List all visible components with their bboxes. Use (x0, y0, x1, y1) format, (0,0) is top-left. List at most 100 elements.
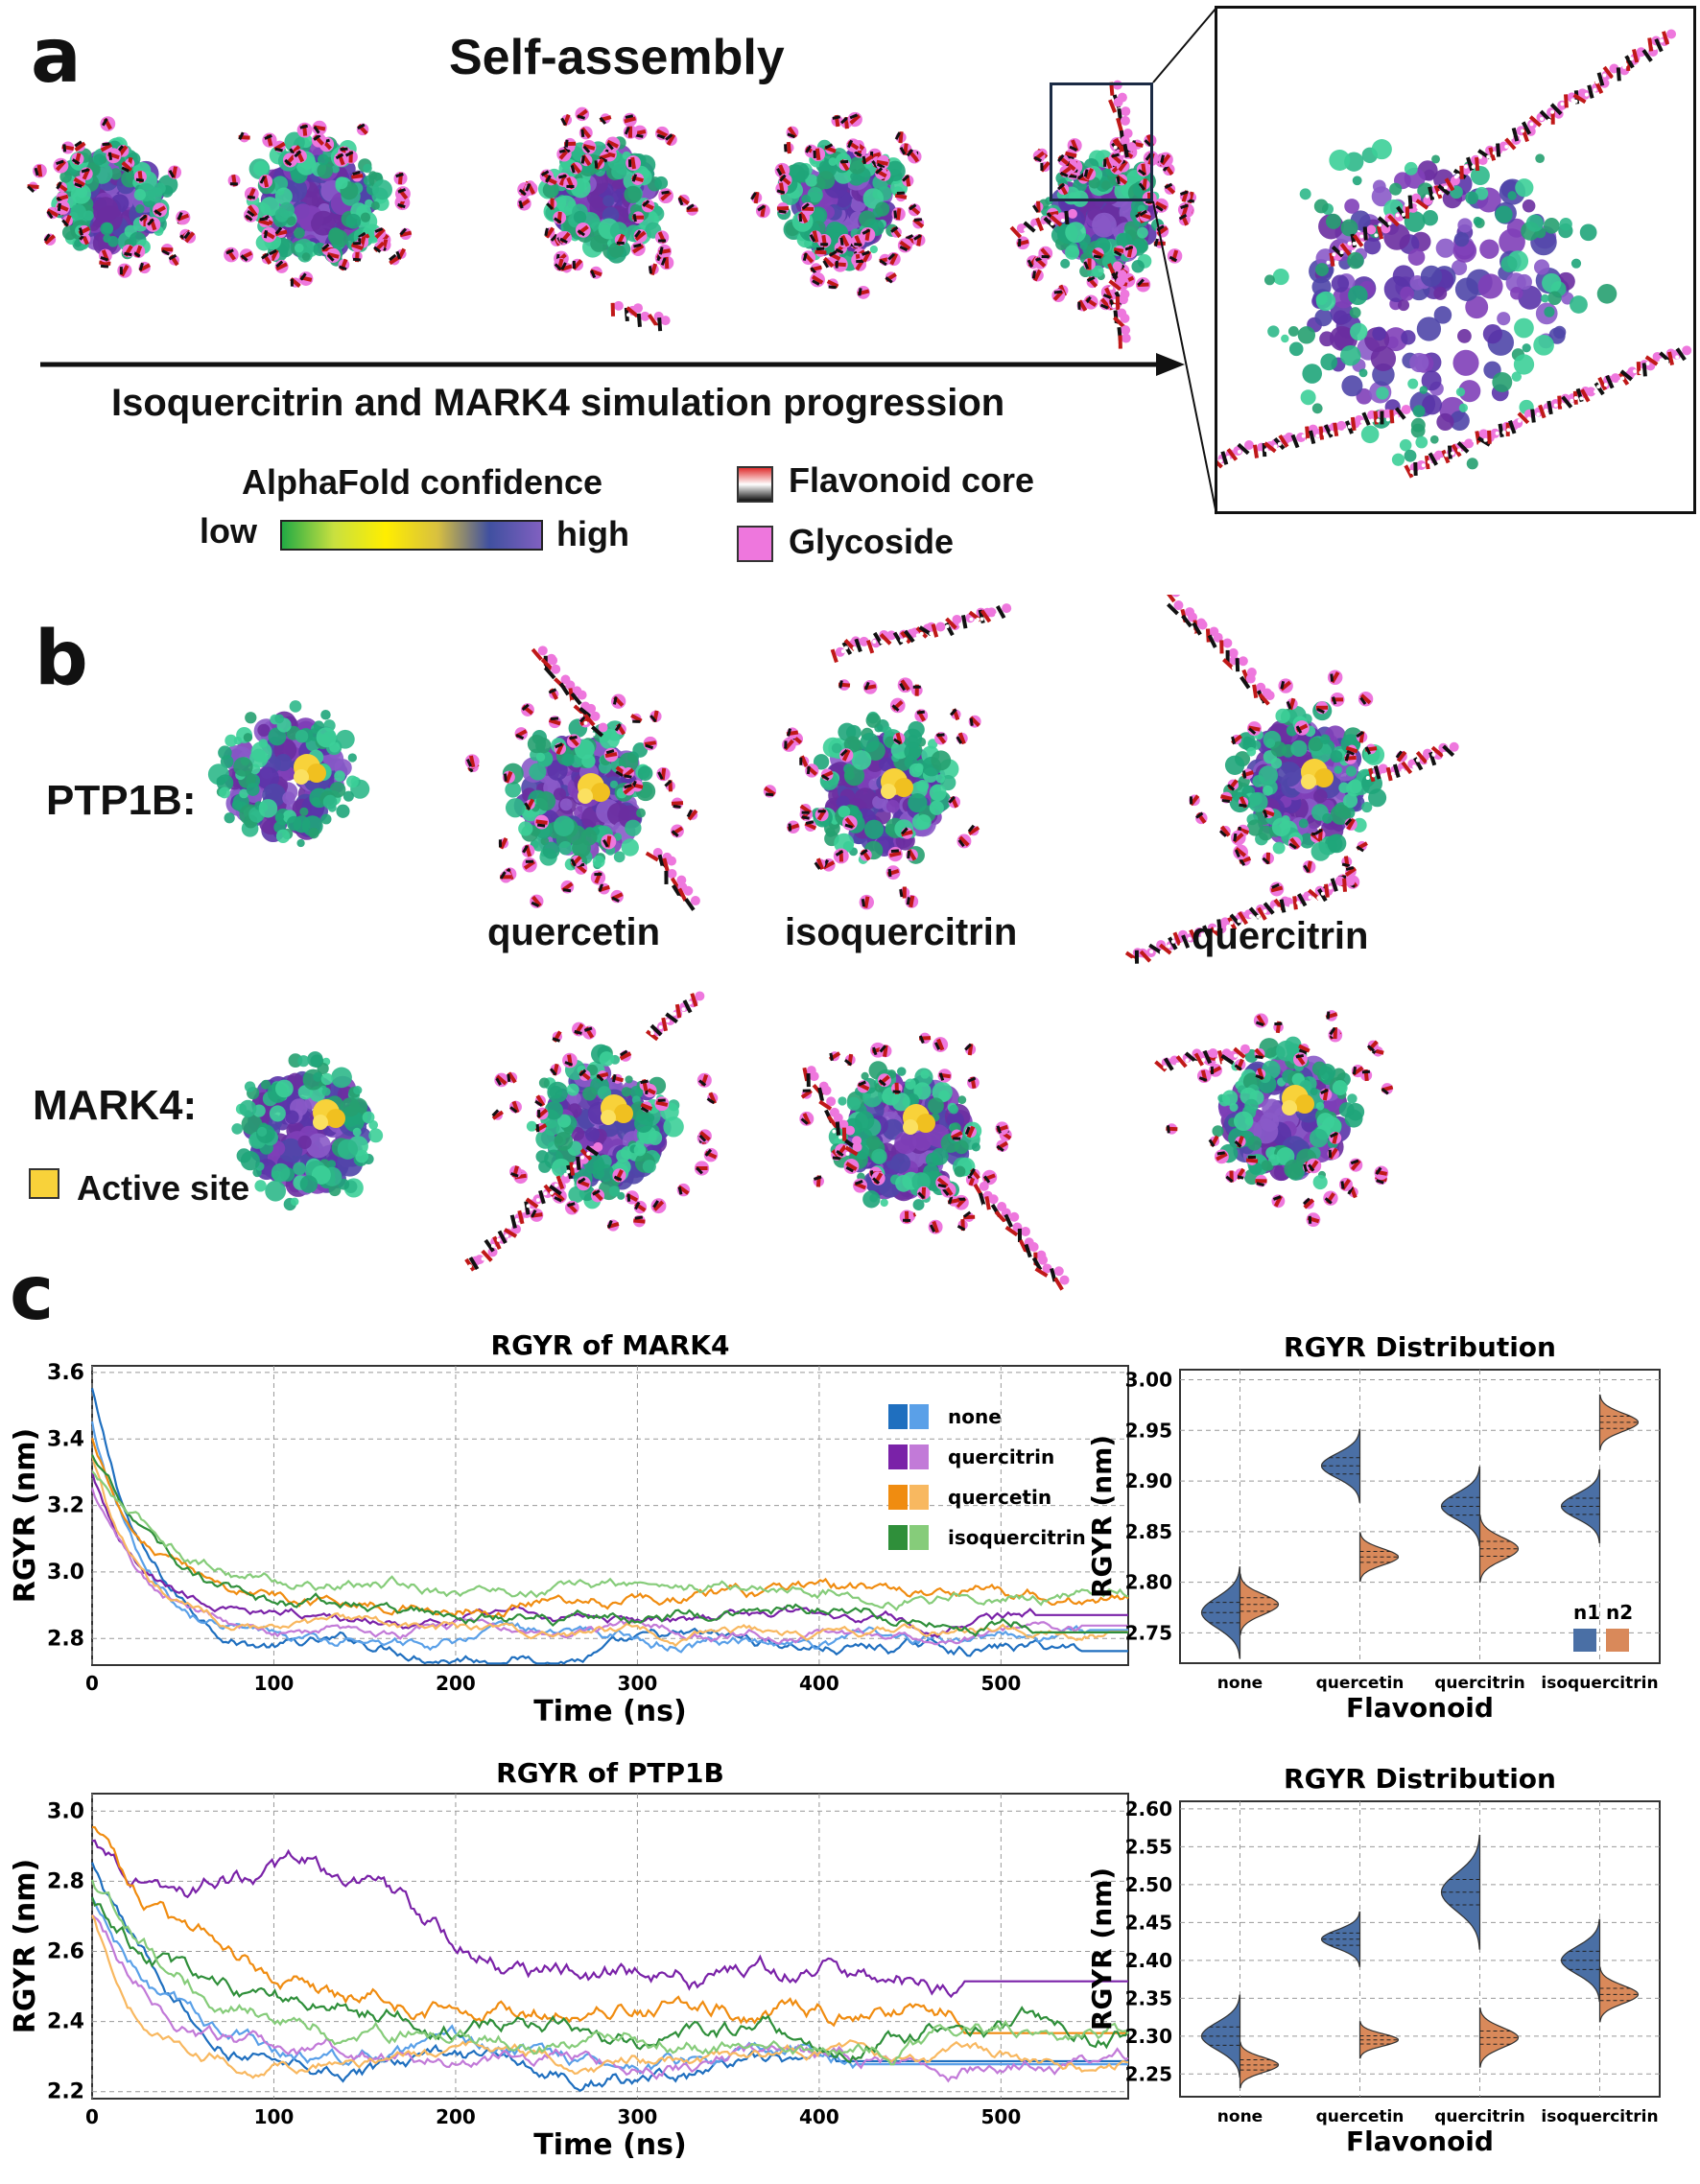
dist_mark4-category-isoquercitrin: isoquercitrin (1541, 1674, 1658, 1693)
dist_ptp1b-violin-quercitrin-n2 (1478, 2008, 1520, 2068)
dist_ptp1b-ytick-label: 2.40 (1125, 1949, 1172, 1972)
dist_ptp1b-ytick-label: 2.50 (1125, 1873, 1172, 1896)
legend-swatch-isoquercitrin-n2 (909, 1525, 929, 1550)
colorbar-title: AlphaFold confidence (242, 462, 603, 502)
mark4-line-chart: 0 100 200 300 400 500 2.8 3.0 3.2 3.4 3.6 RGYR of M… (9, 1329, 1129, 1728)
mark4-xtick-label: 200 (436, 1672, 476, 1695)
mark4-series-quercetin-n2 (90, 1454, 1128, 1648)
complex-3-strand (828, 603, 1012, 664)
complex-6-ligands (491, 1022, 719, 1232)
mark4-ytick-label: 3.2 (47, 1494, 84, 1518)
panel-a-title: Self-assembly (449, 30, 785, 85)
dist_ptp1b-violin-quercitrin-n1 (1440, 1834, 1481, 1950)
dist_ptp1b-ytick-label: 2.30 (1125, 2025, 1172, 2048)
snapshot-1-ligands (27, 116, 197, 278)
snapshot-2-ligands (224, 120, 413, 288)
confidence-colorbar (280, 520, 543, 551)
mark4-ytick-label: 2.8 (47, 1627, 84, 1651)
dist_ptp1b-ytick-label: 2.60 (1125, 1797, 1172, 1820)
mark4-xtick-label: 0 (85, 1672, 99, 1695)
legend-flavonoid-label: Flavonoid core (789, 460, 1035, 500)
legend-glycoside-swatch (737, 526, 773, 562)
panel-c-label: c (10, 1251, 55, 1337)
legend-swatch-quercitrin-n2 (909, 1444, 929, 1469)
snapshot-2-protein (246, 131, 392, 267)
legend-swatch-quercetin-n1 (888, 1485, 908, 1510)
dist_ptp1b-ytick-label: 2.35 (1125, 1986, 1172, 2009)
dist_ptp1b-category-none: none (1217, 2107, 1263, 2126)
legend-glycoside-label: Glycoside (789, 522, 955, 561)
legend-label-none: none (948, 1405, 1002, 1428)
panel-a-label: a (31, 13, 82, 100)
complex-2-ligands (464, 688, 698, 908)
colorbar-high-label: high (556, 514, 629, 553)
dist_mark4-ytick-label: 3.00 (1125, 1369, 1172, 1392)
column-label-quercitrin: quercitrin (1192, 915, 1369, 957)
mark4-ytick-label: 3.0 (47, 1561, 84, 1585)
ptp1b-line-chart: 0 100 200 300 400 500 2.2 2.4 2.6 2.8 3.0 RGYR of P… (9, 1757, 1129, 2162)
legend-swatch-none-n1 (888, 1404, 908, 1429)
complex-4-strand-b (1124, 876, 1356, 964)
dist_mark4-ytick-label: 2.75 (1125, 1621, 1172, 1644)
column-label-quercetin: quercetin (487, 911, 661, 953)
mark4-ytick-label: 3.6 (47, 1361, 84, 1385)
ptp1b-xtick-label: 0 (85, 2105, 99, 2128)
complex-structures (207, 595, 1459, 1291)
mark4-xtick-label: 100 (254, 1672, 295, 1695)
legend-swatch-quercitrin-n1 (888, 1444, 908, 1469)
ptp1b-xtick-label: 500 (980, 2105, 1021, 2128)
complex-7-ligands (799, 1032, 1012, 1234)
dist_mark4-violin-isoquercitrin-n2 (1598, 1394, 1640, 1451)
ptp1b-ytick-label: 3.0 (47, 1799, 84, 1823)
ptp1b-ytick-label: 2.4 (47, 2010, 84, 2034)
complex-8-protein (1212, 1036, 1365, 1190)
ptp1b-xlabel: Time (ns) (533, 2128, 686, 2162)
snapshot-5-strand-down (1105, 261, 1131, 349)
self-assembly-snapshots (27, 80, 1197, 349)
mark4-xtick-label: 400 (799, 1672, 839, 1695)
legend-swatch-none-n2 (909, 1404, 929, 1429)
dist_ptp1b-ytick-label: 2.45 (1125, 1911, 1172, 1934)
dist_mark4-ytick-label: 2.85 (1125, 1520, 1172, 1543)
ptp1b-xtick-label: 200 (436, 2105, 476, 2128)
complex-2-active-site (578, 773, 610, 804)
mark4-xtick-label: 300 (618, 1672, 658, 1695)
dist_mark4-ytick-label: 2.95 (1125, 1419, 1172, 1442)
ptp1b-title: RGYR of PTP1B (496, 1757, 724, 1789)
violin-legend-label-n2: n2 (1606, 1601, 1633, 1624)
snapshot-4-ligands (750, 111, 926, 299)
active-site-swatch (29, 1168, 59, 1199)
legend-label-quercetin: quercetin (948, 1486, 1051, 1509)
dist_mark4-xlabel: Flavonoid (1346, 1692, 1494, 1724)
complex-6-strand-b (645, 991, 705, 1042)
complex-2-strand (531, 646, 608, 738)
violin-legend-swatch-n1 (1573, 1629, 1596, 1652)
legend-swatch-isoquercitrin-n1 (888, 1525, 908, 1550)
mark4-series-quercitrin-n2 (90, 1488, 1128, 1646)
mark4-xlabel: Time (ns) (533, 1695, 686, 1728)
dist_mark4-ytick-label: 2.80 (1125, 1571, 1172, 1594)
violin-legend-swatch-n2 (1606, 1629, 1629, 1652)
snapshot-5-strand-up (1105, 80, 1137, 158)
complex-7-active-site (903, 1104, 935, 1135)
complex-8-ligands (1166, 1010, 1394, 1227)
complex-8-strand (1154, 1044, 1250, 1072)
dist_mark4-violin-none-n1 (1200, 1566, 1241, 1659)
dist_mark4-violin-isoquercitrin-n1 (1560, 1468, 1601, 1544)
dist_ptp1b-violin-none-n1 (1200, 1994, 1241, 2078)
dist_ptp1b-violin-isoquercitrin-n1 (1560, 1918, 1601, 2003)
legend-swatch-quercetin-n2 (909, 1485, 929, 1510)
complex-3-ligands (763, 677, 981, 910)
inset-strand-2 (1403, 345, 1692, 479)
complex-7-strand-a (799, 1066, 862, 1157)
complex-8-active-site (1282, 1085, 1314, 1115)
progression-caption: Isoquercitrin and MARK4 simulation progr… (111, 382, 1005, 424)
zoom-inset (1215, 6, 1696, 514)
mark4-series-isoquercitrin-n2 (91, 1470, 1129, 1611)
dist_mark4-violin-quercetin-n1 (1320, 1428, 1361, 1503)
ptp1b-series-quercetin-n2 (91, 1914, 1129, 2079)
ptp1b-series-quercitrin-n1 (91, 1839, 1128, 1999)
zoom-connector-lines (1152, 7, 1217, 515)
dist_ptp1b-violin-quercetin-n2 (1358, 2021, 1400, 2059)
legend-label-isoquercitrin: isoquercitrin (948, 1526, 1086, 1549)
